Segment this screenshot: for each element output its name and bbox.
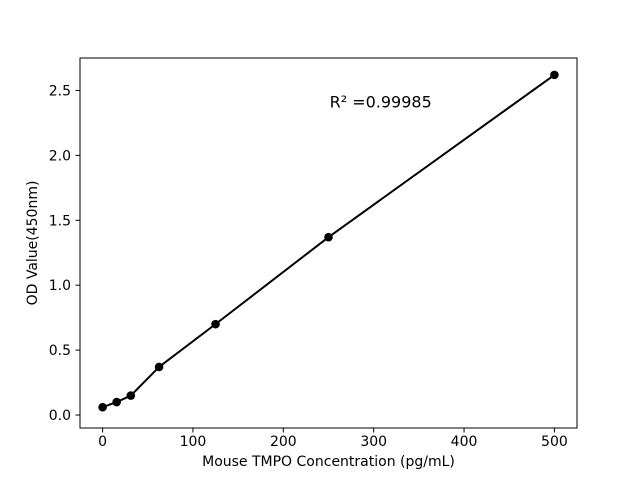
y-tick-label: 0.0 — [49, 408, 71, 424]
r-squared-annotation: R² =0.99985 — [330, 93, 432, 112]
x-tick-label: 200 — [270, 434, 297, 450]
data-point — [211, 319, 220, 329]
x-tick-label: 0 — [98, 434, 107, 450]
data-point — [154, 362, 164, 372]
x-tick-label: 500 — [541, 434, 568, 450]
y-tick-label: 1.5 — [49, 213, 71, 229]
data-point — [550, 70, 559, 80]
data-point — [112, 397, 121, 407]
y-axis-label: OD Value(450nm) — [25, 181, 41, 306]
y-tick-label: 0.5 — [49, 343, 71, 359]
data-point — [98, 402, 107, 412]
y-tick-label: 2.0 — [49, 148, 71, 164]
x-tick-label: 300 — [360, 434, 387, 450]
x-tick-label: 100 — [180, 434, 207, 450]
y-tick-label: 1.0 — [49, 278, 71, 294]
plot-spines — [79, 57, 578, 429]
x-axis-label: Mouse TMPO Concentration (pg/mL) — [202, 454, 455, 470]
data-point — [126, 391, 136, 400]
data-point — [324, 232, 333, 242]
x-tick-label: 400 — [451, 434, 478, 450]
y-tick-label: 2.5 — [49, 83, 71, 99]
